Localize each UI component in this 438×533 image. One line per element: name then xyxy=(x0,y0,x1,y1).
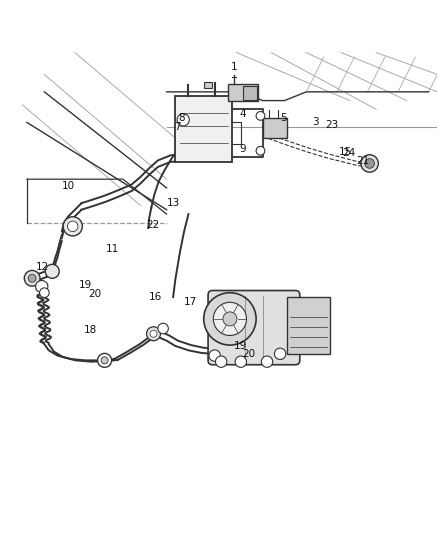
Text: 4: 4 xyxy=(240,109,246,119)
Circle shape xyxy=(150,330,157,337)
Bar xyxy=(287,297,330,354)
Circle shape xyxy=(98,353,112,367)
Text: 7: 7 xyxy=(174,122,181,132)
Circle shape xyxy=(235,356,247,367)
Circle shape xyxy=(39,288,49,297)
Circle shape xyxy=(215,356,227,367)
Circle shape xyxy=(209,350,220,361)
Circle shape xyxy=(63,217,82,236)
Text: 12: 12 xyxy=(35,262,49,271)
Text: 8: 8 xyxy=(179,113,185,123)
Text: 24: 24 xyxy=(343,148,356,158)
Circle shape xyxy=(256,111,265,120)
Text: 9: 9 xyxy=(240,144,246,155)
Circle shape xyxy=(213,302,247,335)
Circle shape xyxy=(28,274,36,282)
Circle shape xyxy=(204,293,256,345)
Circle shape xyxy=(35,280,48,293)
Text: 3: 3 xyxy=(312,117,318,127)
Text: 5: 5 xyxy=(280,113,287,123)
Bar xyxy=(243,86,257,100)
Text: 16: 16 xyxy=(149,292,162,302)
Text: 20: 20 xyxy=(242,349,255,359)
Text: 20: 20 xyxy=(88,289,101,300)
Text: 22: 22 xyxy=(146,220,159,230)
Bar xyxy=(175,96,232,161)
Circle shape xyxy=(256,147,265,155)
Circle shape xyxy=(365,159,374,168)
Circle shape xyxy=(275,348,286,359)
Text: 21: 21 xyxy=(357,156,370,166)
Bar xyxy=(204,82,212,88)
Text: 15: 15 xyxy=(339,147,352,157)
Bar xyxy=(228,84,258,101)
Text: 17: 17 xyxy=(184,297,197,308)
Circle shape xyxy=(261,356,273,367)
Circle shape xyxy=(67,221,78,231)
Text: 18: 18 xyxy=(84,325,97,335)
Circle shape xyxy=(223,312,237,326)
Circle shape xyxy=(147,327,160,341)
Text: 11: 11 xyxy=(106,244,119,254)
Text: 19: 19 xyxy=(233,341,247,351)
Text: 13: 13 xyxy=(166,198,180,208)
Text: 23: 23 xyxy=(325,120,338,131)
Circle shape xyxy=(24,270,40,286)
Circle shape xyxy=(177,114,189,126)
Text: 1: 1 xyxy=(231,61,237,71)
Circle shape xyxy=(158,323,168,334)
Circle shape xyxy=(101,357,108,364)
Circle shape xyxy=(361,155,378,172)
Text: 10: 10 xyxy=(62,181,75,191)
Text: 19: 19 xyxy=(79,280,92,290)
Circle shape xyxy=(45,264,59,278)
Bar xyxy=(263,118,287,138)
FancyBboxPatch shape xyxy=(208,290,300,365)
